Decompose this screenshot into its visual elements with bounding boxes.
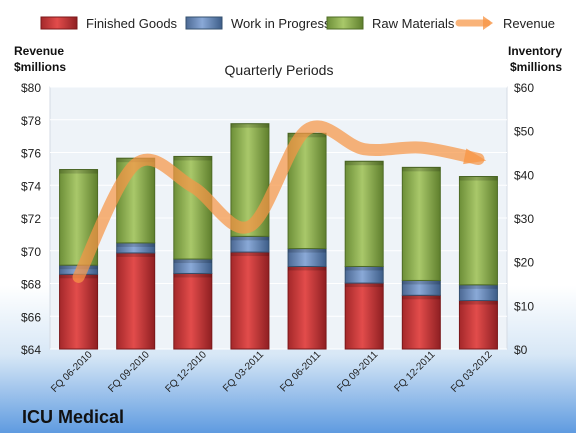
finished-goods-bar-top-shade [173,273,212,278]
legend-raw-materials-swatch [326,16,364,30]
legend-finished-goods-swatch [40,16,78,30]
revenue-line [72,120,485,283]
revenue-arrowhead [463,148,487,165]
finished-goods-bar [59,273,99,350]
x-axis-tick: FQ 06-2011 [278,349,323,394]
right-axis-tick: $50 [514,125,534,139]
finished-goods-bar-top-shade [230,252,269,257]
left-axis-tick: $72 [21,212,41,226]
left-axis-tick: $66 [21,310,41,324]
finished-goods-bar [173,272,213,350]
raw-materials-bar-top-shade [459,176,498,181]
right-axis-tick: $10 [514,299,534,313]
work-in-progress-bar-top-shade [116,242,155,247]
legend-revenue-label: Revenue [503,16,555,31]
finished-goods-bar [116,252,156,350]
left-axis-tick: $70 [21,245,41,259]
raw-materials-bar-top-shade [402,167,441,172]
finished-goods-bar [287,265,327,350]
right-axis-tick: $20 [514,256,534,270]
raw-materials-bar [287,132,327,250]
x-axis-tick: FQ 03-2012 [449,349,495,395]
work-in-progress-bar-top-shade [230,236,269,241]
left-axis-label-top: Revenue [14,44,64,58]
x-axis-tick: FQ 09-2011 [335,349,380,394]
legend-finished-goods-label: Finished Goods [86,16,178,31]
raw-materials-bar [344,160,384,267]
x-axis-tick: FQ 03-2011 [221,349,266,394]
left-axis-tick: $78 [21,114,41,128]
legend-work-in-progress-label: Work in Progress [231,16,331,31]
raw-materials-bar-top-shade [59,169,98,174]
legend-revenue-arrow [483,16,493,30]
chart-title: Quarterly Periods [225,62,334,78]
raw-materials-bar [458,176,498,286]
right-axis-tick: $60 [514,81,534,95]
right-axis-tick: $0 [514,343,528,357]
legend-work-in-progress-swatch [185,16,223,30]
work-in-progress-bar-top-shade [459,284,498,289]
finished-goods-bar [458,300,498,350]
x-axis-tick: FQ 06-2010 [49,349,95,395]
work-in-progress-bar-top-shade [345,266,384,271]
finished-goods-bar [230,251,270,350]
left-axis-tick: $68 [21,278,41,292]
finished-goods-bar-top-shade [116,252,155,257]
legend-raw-materials-label: Raw Materials [372,16,455,31]
right-axis-label-bottom: $millions [510,60,562,74]
finished-goods-bar [401,294,441,350]
x-axis-tick: FQ 09-2010 [106,349,152,395]
company-label: ICU Medical [22,407,124,427]
raw-materials-bar-top-shade [173,156,212,161]
x-axis-tick: FQ 12-2011 [392,349,437,394]
left-axis-tick: $80 [21,81,41,95]
left-axis-tick: $74 [21,179,41,193]
left-axis-tick: $76 [21,147,41,161]
raw-materials-bar [401,166,441,281]
raw-materials-bar-top-shade [230,123,269,128]
finished-goods-bar-top-shade [288,266,327,271]
left-axis-tick: $64 [21,343,41,357]
work-in-progress-bar-top-shade [402,280,441,285]
work-in-progress-bar-top-shade [173,259,212,264]
finished-goods-bar [344,282,384,350]
x-axis-tick: FQ 12-2010 [163,349,209,395]
raw-materials-bar-top-shade [345,161,384,166]
finished-goods-bar-top-shade [459,300,498,305]
left-axis-label-bottom: $millions [14,60,66,74]
finished-goods-bar-top-shade [345,283,384,288]
work-in-progress-bar-top-shade [288,248,327,253]
right-axis-label-top: Inventory [508,44,562,58]
finished-goods-bar-top-shade [402,295,441,300]
right-axis-tick: $30 [514,212,534,226]
right-axis-tick: $40 [514,168,534,182]
